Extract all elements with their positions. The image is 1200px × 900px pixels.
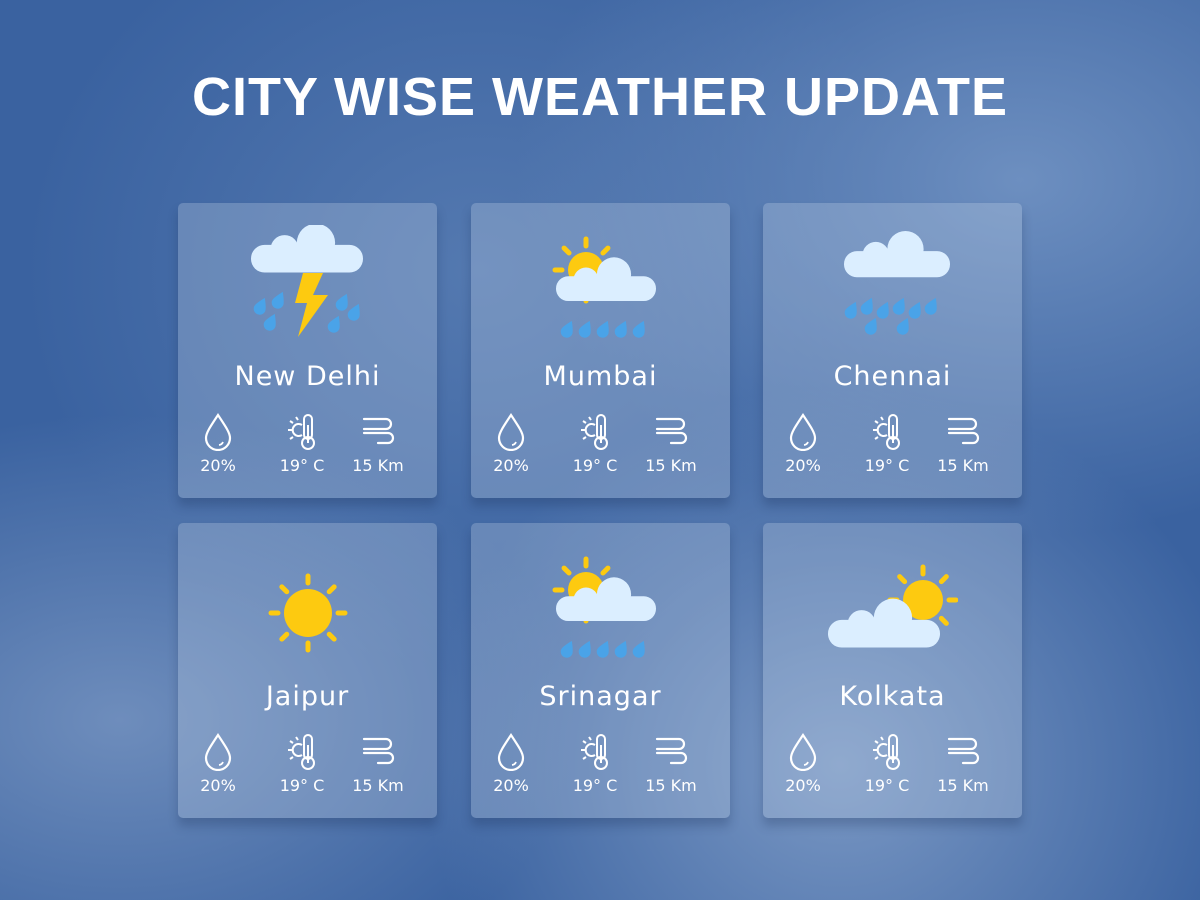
page-title: CITY WISE WEATHER UPDATE — [191, 67, 1009, 127]
wind-stat: 15 Km — [338, 731, 418, 795]
humidity-value: 20% — [493, 456, 529, 475]
wind-icon — [362, 737, 395, 765]
temperature-stat: 19° C — [262, 731, 342, 795]
city-name: Kolkata — [839, 681, 946, 712]
weather-card: Jaipur 20% 19° C 15 Km — [178, 523, 437, 818]
temperature-value: 19° C — [572, 456, 618, 475]
humidity-value: 20% — [200, 776, 236, 795]
city-name: New Delhi — [234, 361, 381, 392]
partly-cloudy-rain-icon — [552, 556, 656, 658]
wind-stat: 15 Km — [631, 731, 711, 795]
humidity-drop-icon — [789, 413, 817, 451]
wind-value: 15 Km — [352, 776, 404, 795]
humidity-value: 20% — [785, 776, 821, 795]
wind-stat: 15 Km — [338, 411, 418, 475]
city-name: Mumbai — [543, 361, 658, 392]
weather-card: Srinagar 20% 19° C 15 Km — [471, 523, 730, 818]
wind-icon — [947, 737, 980, 765]
temperature-value: 19° C — [279, 456, 325, 475]
wind-value: 15 Km — [937, 456, 989, 475]
partly-cloudy-rain-icon — [552, 236, 656, 338]
weather-card: Chennai 20% 19° C 15 Km — [763, 203, 1022, 498]
rain-icon — [843, 230, 950, 335]
humidity-drop-icon — [789, 733, 817, 771]
wind-value: 15 Km — [352, 456, 404, 475]
temperature-value: 19° C — [572, 776, 618, 795]
wind-stat: 15 Km — [631, 411, 711, 475]
humidity-stat: 20% — [178, 731, 258, 795]
weather-card: Kolkata 20% 19° C 15 Km — [763, 523, 1022, 818]
wind-value: 15 Km — [645, 776, 697, 795]
wind-icon — [655, 737, 688, 765]
temperature-value: 19° C — [279, 776, 325, 795]
thermometer-sun-icon — [288, 734, 315, 770]
weather-card: New Delhi 20% 19° C 15 Km — [178, 203, 437, 498]
wind-stat: 15 Km — [923, 731, 1003, 795]
humidity-value: 20% — [493, 776, 529, 795]
humidity-drop-icon — [204, 413, 232, 451]
temperature-value: 19° C — [864, 456, 910, 475]
sunny-icon — [268, 573, 347, 653]
temperature-stat: 19° C — [555, 411, 635, 475]
humidity-value: 20% — [785, 456, 821, 475]
temperature-value: 19° C — [864, 776, 910, 795]
thunderstorm-icon — [250, 225, 363, 337]
city-name: Chennai — [833, 361, 952, 392]
city-name: Jaipur — [265, 681, 350, 712]
wind-icon — [655, 417, 688, 445]
thermometer-sun-icon — [873, 734, 900, 770]
wind-stat: 15 Km — [923, 411, 1003, 475]
temperature-stat: 19° C — [555, 731, 635, 795]
wind-icon — [362, 417, 395, 445]
humidity-drop-icon — [497, 413, 525, 451]
humidity-drop-icon — [204, 733, 232, 771]
humidity-drop-icon — [497, 733, 525, 771]
wind-icon — [947, 417, 980, 445]
humidity-value: 20% — [200, 456, 236, 475]
weather-card: Mumbai 20% 19° C 15 Km — [471, 203, 730, 498]
thermometer-sun-icon — [873, 414, 900, 450]
temperature-stat: 19° C — [262, 411, 342, 475]
wind-value: 15 Km — [937, 776, 989, 795]
humidity-stat: 20% — [763, 731, 843, 795]
partly-cloudy-icon — [827, 564, 958, 648]
temperature-stat: 19° C — [847, 731, 927, 795]
humidity-stat: 20% — [471, 731, 551, 795]
humidity-stat: 20% — [763, 411, 843, 475]
thermometer-sun-icon — [581, 414, 608, 450]
wind-value: 15 Km — [645, 456, 697, 475]
city-name: Srinagar — [539, 681, 662, 712]
temperature-stat: 19° C — [847, 411, 927, 475]
humidity-stat: 20% — [178, 411, 258, 475]
thermometer-sun-icon — [581, 734, 608, 770]
humidity-stat: 20% — [471, 411, 551, 475]
thermometer-sun-icon — [288, 414, 315, 450]
